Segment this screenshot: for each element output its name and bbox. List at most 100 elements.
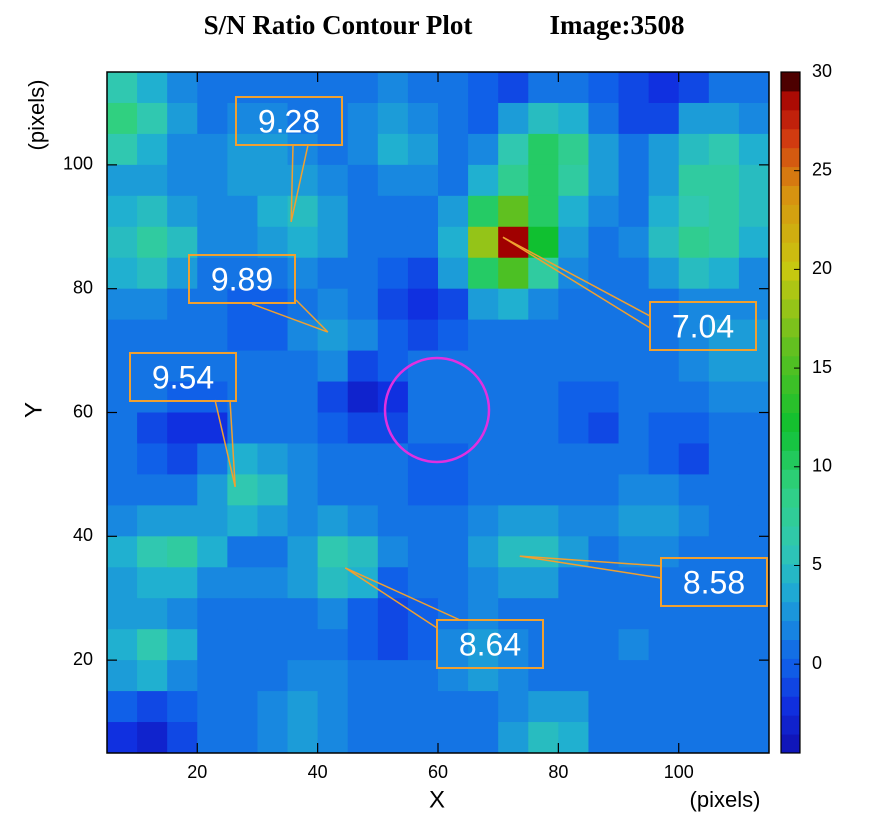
heat-cell xyxy=(528,133,559,166)
heat-cell xyxy=(137,412,168,444)
heat-cell xyxy=(227,474,258,506)
heat-cell xyxy=(738,691,770,723)
heat-cell xyxy=(317,164,349,197)
heat-cell xyxy=(528,536,559,568)
heat-cell xyxy=(468,288,499,321)
heat-cell xyxy=(438,257,469,290)
heat-cell xyxy=(588,319,620,352)
heat-cell xyxy=(738,133,770,166)
heat-cell xyxy=(107,133,138,166)
colorbar-band xyxy=(781,109,800,130)
heat-cell xyxy=(287,102,319,135)
colorbar-band xyxy=(781,620,800,640)
heat-cell xyxy=(347,629,379,661)
heat-cell xyxy=(107,660,138,692)
heat-cell xyxy=(197,226,228,259)
heat-cell xyxy=(407,474,439,506)
image-label: Image:3508 xyxy=(550,10,685,40)
heat-cell xyxy=(738,381,770,413)
heat-cell xyxy=(558,72,589,104)
heat-cell xyxy=(588,195,620,228)
heat-cell xyxy=(257,195,289,228)
heat-cell xyxy=(377,691,409,723)
heat-cell xyxy=(107,474,138,506)
heat-cell xyxy=(257,660,289,692)
heat-cell xyxy=(528,350,559,383)
heat-cell xyxy=(648,474,680,506)
heat-cell xyxy=(708,133,740,166)
colorbar-band xyxy=(781,336,800,357)
heat-cell xyxy=(197,288,228,321)
heat-cell xyxy=(227,660,258,692)
heat-cell xyxy=(107,412,138,444)
heat-cell xyxy=(498,660,529,692)
heat-cell xyxy=(257,257,289,290)
heat-cell xyxy=(137,660,168,692)
heat-cell xyxy=(167,412,198,444)
heat-cell xyxy=(197,443,228,475)
heat-cell xyxy=(197,722,228,754)
heat-cell xyxy=(227,319,258,352)
heat-cell xyxy=(708,412,740,444)
heat-cell xyxy=(377,350,409,383)
colorbar-band xyxy=(781,469,800,489)
heat-cell xyxy=(137,474,168,506)
heat-cell xyxy=(738,412,770,444)
heat-cell xyxy=(347,72,379,104)
heat-cell xyxy=(257,226,289,259)
heat-cell xyxy=(618,660,650,692)
heat-cell xyxy=(107,319,138,352)
heat-cell xyxy=(468,598,499,630)
heat-cell xyxy=(407,629,439,661)
heat-cell xyxy=(347,102,379,135)
heat-cell xyxy=(678,474,710,506)
colorbar-band xyxy=(781,563,800,584)
heat-cell xyxy=(107,598,138,630)
heat-cell xyxy=(377,598,409,630)
heat-cell xyxy=(107,691,138,723)
heat-cell xyxy=(438,412,469,444)
heat-cell xyxy=(317,72,349,104)
heat-cell xyxy=(227,691,258,723)
heat-cell xyxy=(618,412,650,444)
heat-cell xyxy=(558,505,589,537)
heat-cell xyxy=(377,443,409,475)
heat-cell xyxy=(377,226,409,259)
heat-cell xyxy=(618,381,650,413)
heat-cell xyxy=(558,722,589,754)
heat-cell xyxy=(257,381,289,413)
heat-cell xyxy=(137,226,168,259)
heat-cell xyxy=(377,72,409,104)
heat-cell xyxy=(498,102,529,135)
heat-cell xyxy=(317,660,349,692)
heat-cell xyxy=(678,505,710,537)
heat-cell xyxy=(738,598,770,630)
heat-cell xyxy=(528,381,559,413)
heat-cell xyxy=(107,72,138,104)
heat-cell xyxy=(107,629,138,661)
heat-cell xyxy=(317,691,349,723)
annotation-leader xyxy=(502,236,651,329)
heat-cell xyxy=(738,226,770,259)
colorbar-band xyxy=(781,544,800,565)
heat-cell xyxy=(137,598,168,630)
heat-cell xyxy=(197,195,228,228)
heat-cell xyxy=(738,505,770,537)
heat-cell xyxy=(498,319,529,352)
heat-cell xyxy=(347,660,379,692)
heat-cell xyxy=(468,72,499,104)
heat-cell xyxy=(377,257,409,290)
heat-cell xyxy=(407,102,439,135)
colorbar-band xyxy=(781,90,800,111)
heat-cell xyxy=(438,567,469,599)
colorbar-band xyxy=(781,299,800,319)
heat-cell xyxy=(648,629,680,661)
heat-cell xyxy=(407,257,439,290)
heat-cell xyxy=(197,660,228,692)
heat-cell xyxy=(498,691,529,723)
heat-cell xyxy=(287,350,319,383)
annotation-leader xyxy=(519,555,662,567)
colorbar-tick-label: 5 xyxy=(812,554,822,574)
heat-cell xyxy=(257,350,289,383)
heat-cell xyxy=(347,505,379,537)
